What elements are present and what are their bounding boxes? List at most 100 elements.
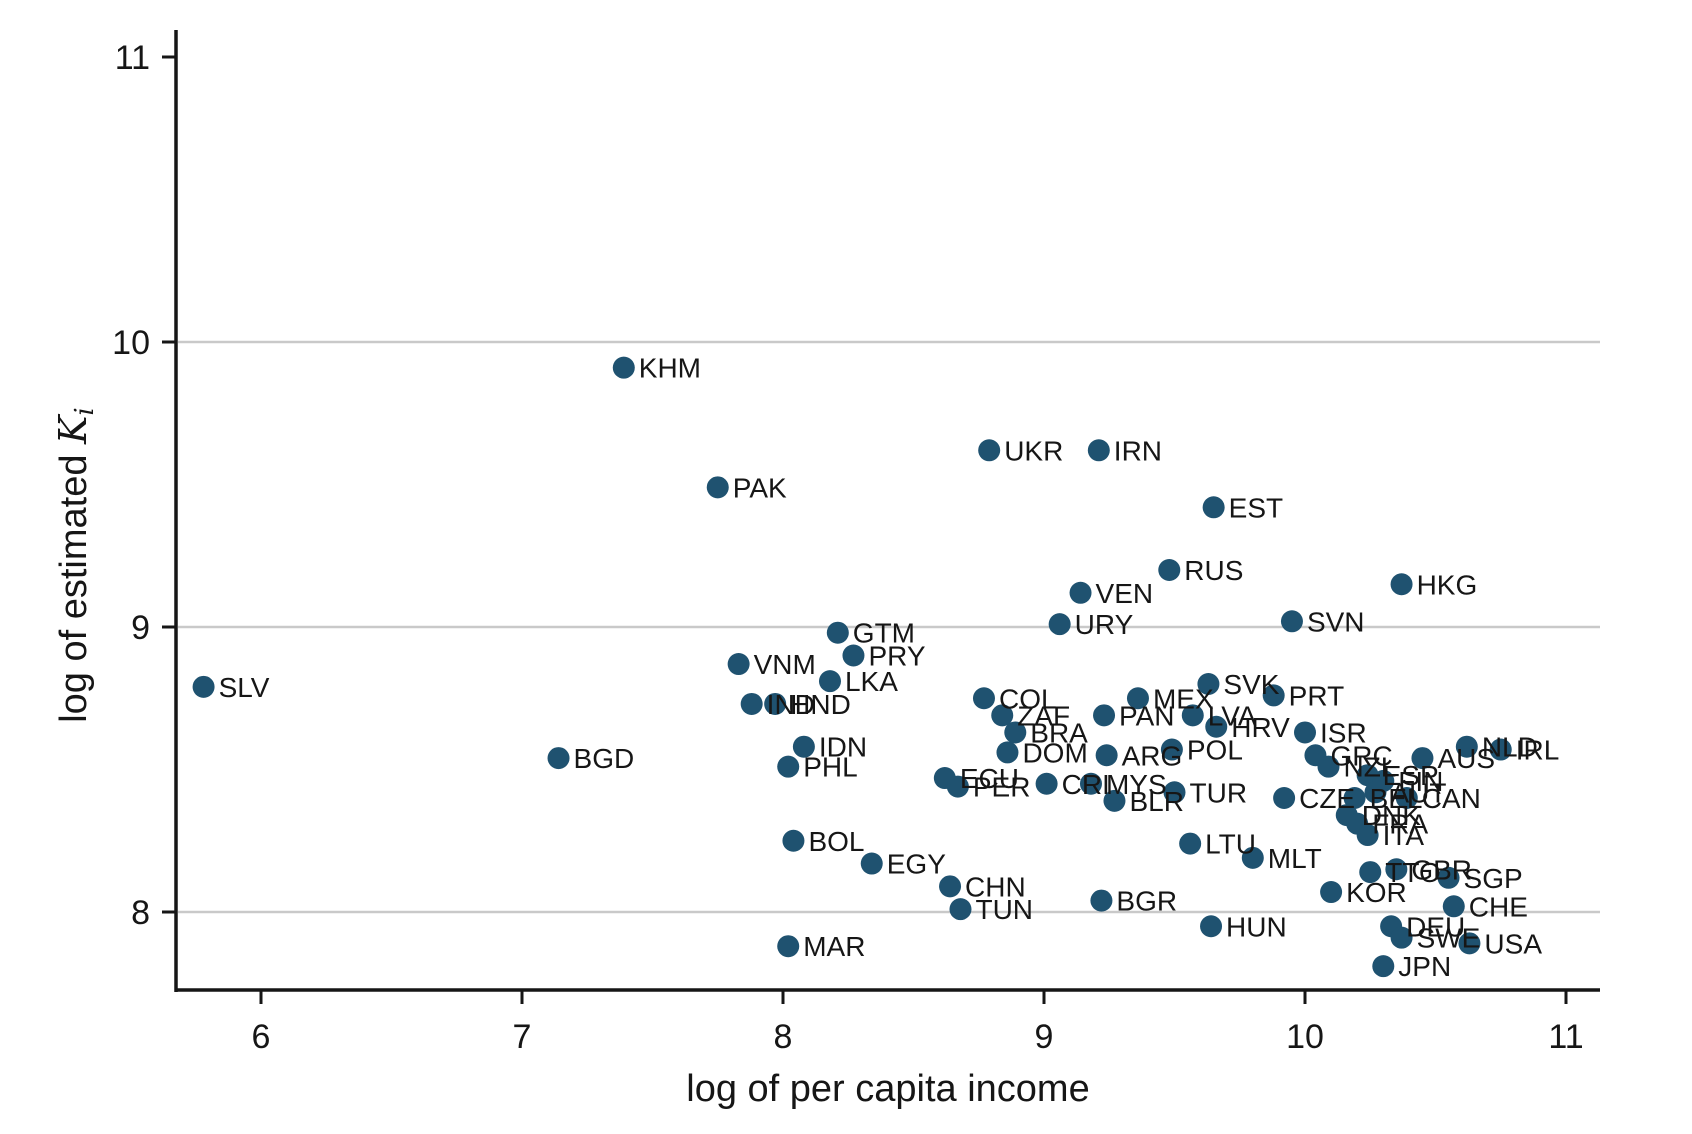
point-label-SWE: SWE: [1417, 923, 1481, 954]
data-point-UKR: [978, 439, 1001, 462]
point-label-PRT: PRT: [1289, 680, 1345, 711]
point-label-BGR: BGR: [1116, 886, 1177, 917]
point-label-CHE: CHE: [1469, 891, 1528, 922]
data-point-LKA: [818, 670, 841, 693]
point-label-TUR: TUR: [1190, 777, 1248, 808]
point-label-AUS: AUS: [1437, 743, 1495, 774]
data-point-LTU: [1179, 832, 1202, 855]
data-point-TTO: [1359, 861, 1382, 884]
x-tick-label-10: 10: [1286, 1018, 1324, 1056]
data-point-VNM: [727, 653, 750, 676]
point-label-KHM: KHM: [639, 353, 701, 384]
data-point-DOM: [996, 741, 1019, 764]
point-label-FIN: FIN: [1398, 766, 1443, 797]
data-point-PRY: [842, 644, 865, 667]
point-label-GTM: GTM: [853, 618, 915, 649]
x-axis-title: log of per capita income: [0, 1068, 1692, 1111]
point-label-DEU: DEU: [1406, 911, 1465, 942]
point-label-PAN: PAN: [1119, 700, 1175, 731]
point-label-PAK: PAK: [733, 472, 787, 503]
y-axis-title: log of estimated Ki: [51, 65, 100, 1065]
point-label-LKA: LKA: [845, 666, 898, 697]
point-label-IND: IND: [767, 689, 815, 720]
point-label-ISR: ISR: [1320, 717, 1367, 748]
point-label-HRV: HRV: [1231, 712, 1290, 743]
point-label-HUN: HUN: [1226, 911, 1287, 942]
data-point-BOL: [782, 829, 805, 852]
y-tick-label-10: 10: [112, 324, 150, 362]
point-label-GRC: GRC: [1330, 740, 1392, 771]
data-point-COL: [972, 687, 995, 710]
data-point-HRV: [1205, 715, 1228, 738]
x-axis-title-text: log of per capita income: [686, 1068, 1090, 1110]
point-label-URY: URY: [1075, 609, 1134, 640]
point-label-ESP: ESP: [1383, 760, 1439, 791]
point-label-DNK: DNK: [1362, 800, 1421, 831]
point-label-UKR: UKR: [1004, 435, 1063, 466]
data-point-EGY: [860, 852, 883, 875]
data-point-PAN: [1093, 704, 1116, 727]
point-label-LVA: LVA: [1208, 700, 1257, 731]
data-point-ITA: [1356, 824, 1379, 847]
point-label-SVK: SVK: [1223, 669, 1279, 700]
data-point-HND: [764, 692, 787, 715]
data-point-SVN: [1280, 610, 1303, 633]
point-label-AUT: AUT: [1390, 777, 1446, 808]
data-point-IND: [740, 692, 763, 715]
y-axis-title-var: K: [51, 415, 95, 444]
point-label-RUS: RUS: [1184, 555, 1243, 586]
point-label-SVN: SVN: [1307, 606, 1365, 637]
x-tick-label-7: 7: [513, 1018, 532, 1056]
point-label-MEX: MEX: [1153, 683, 1214, 714]
point-label-HKG: HKG: [1417, 569, 1478, 600]
data-point-EST: [1202, 496, 1225, 519]
point-label-HND: HND: [790, 689, 851, 720]
data-point-MYS: [1079, 772, 1102, 795]
data-point-TUN: [949, 898, 972, 921]
point-label-CHN: CHN: [965, 871, 1026, 902]
data-point-IDN: [792, 735, 815, 758]
point-label-BLR: BLR: [1129, 786, 1183, 817]
data-point-MAR: [777, 935, 800, 958]
point-label-GBR: GBR: [1411, 854, 1472, 885]
point-label-VNM: VNM: [754, 649, 816, 680]
data-point-PHL: [777, 755, 800, 778]
point-label-IDN: IDN: [819, 732, 867, 763]
data-point-CHN: [939, 875, 962, 898]
data-point-PAK: [706, 476, 729, 499]
x-tick-label-9: 9: [1035, 1018, 1054, 1056]
point-label-DOM: DOM: [1022, 737, 1087, 768]
y-tick-label-11: 11: [115, 39, 150, 77]
x-tick-label-11: 11: [1548, 1018, 1583, 1056]
data-point-BEL: [1343, 787, 1366, 809]
data-point-BLR: [1103, 789, 1126, 812]
point-label-ARG: ARG: [1122, 740, 1183, 771]
data-point-MLT: [1241, 846, 1264, 869]
point-label-NZL: NZL: [1343, 752, 1396, 783]
data-point-PER: [946, 775, 969, 798]
data-point-CAN: [1395, 787, 1418, 809]
data-point-CRI: [1035, 772, 1058, 795]
point-label-BOL: BOL: [808, 826, 864, 857]
data-point-ZAF: [991, 704, 1014, 727]
data-point-FIN: [1372, 769, 1395, 792]
data-point-VEN: [1069, 581, 1092, 604]
data-point-PRT: [1262, 684, 1285, 707]
y-tick-label-8: 8: [131, 894, 150, 932]
data-point-MEX: [1126, 687, 1149, 710]
point-label-BRA: BRA: [1030, 717, 1088, 748]
point-label-POL: POL: [1187, 735, 1243, 766]
data-point-BGR: [1090, 889, 1113, 912]
point-label-EGY: EGY: [887, 849, 946, 880]
data-point-NLD: [1455, 735, 1478, 758]
data-point-BRA: [1004, 721, 1027, 744]
data-point-ISR: [1294, 721, 1316, 744]
data-point-HKG: [1390, 573, 1413, 596]
data-point-CHE: [1442, 895, 1465, 918]
point-label-ZAF: ZAF: [1017, 700, 1070, 731]
data-point-AUS: [1411, 747, 1434, 770]
point-label-USA: USA: [1484, 928, 1542, 959]
data-point-IRL: [1489, 738, 1512, 761]
point-label-BGD: BGD: [574, 743, 635, 774]
point-label-SLV: SLV: [219, 672, 270, 703]
